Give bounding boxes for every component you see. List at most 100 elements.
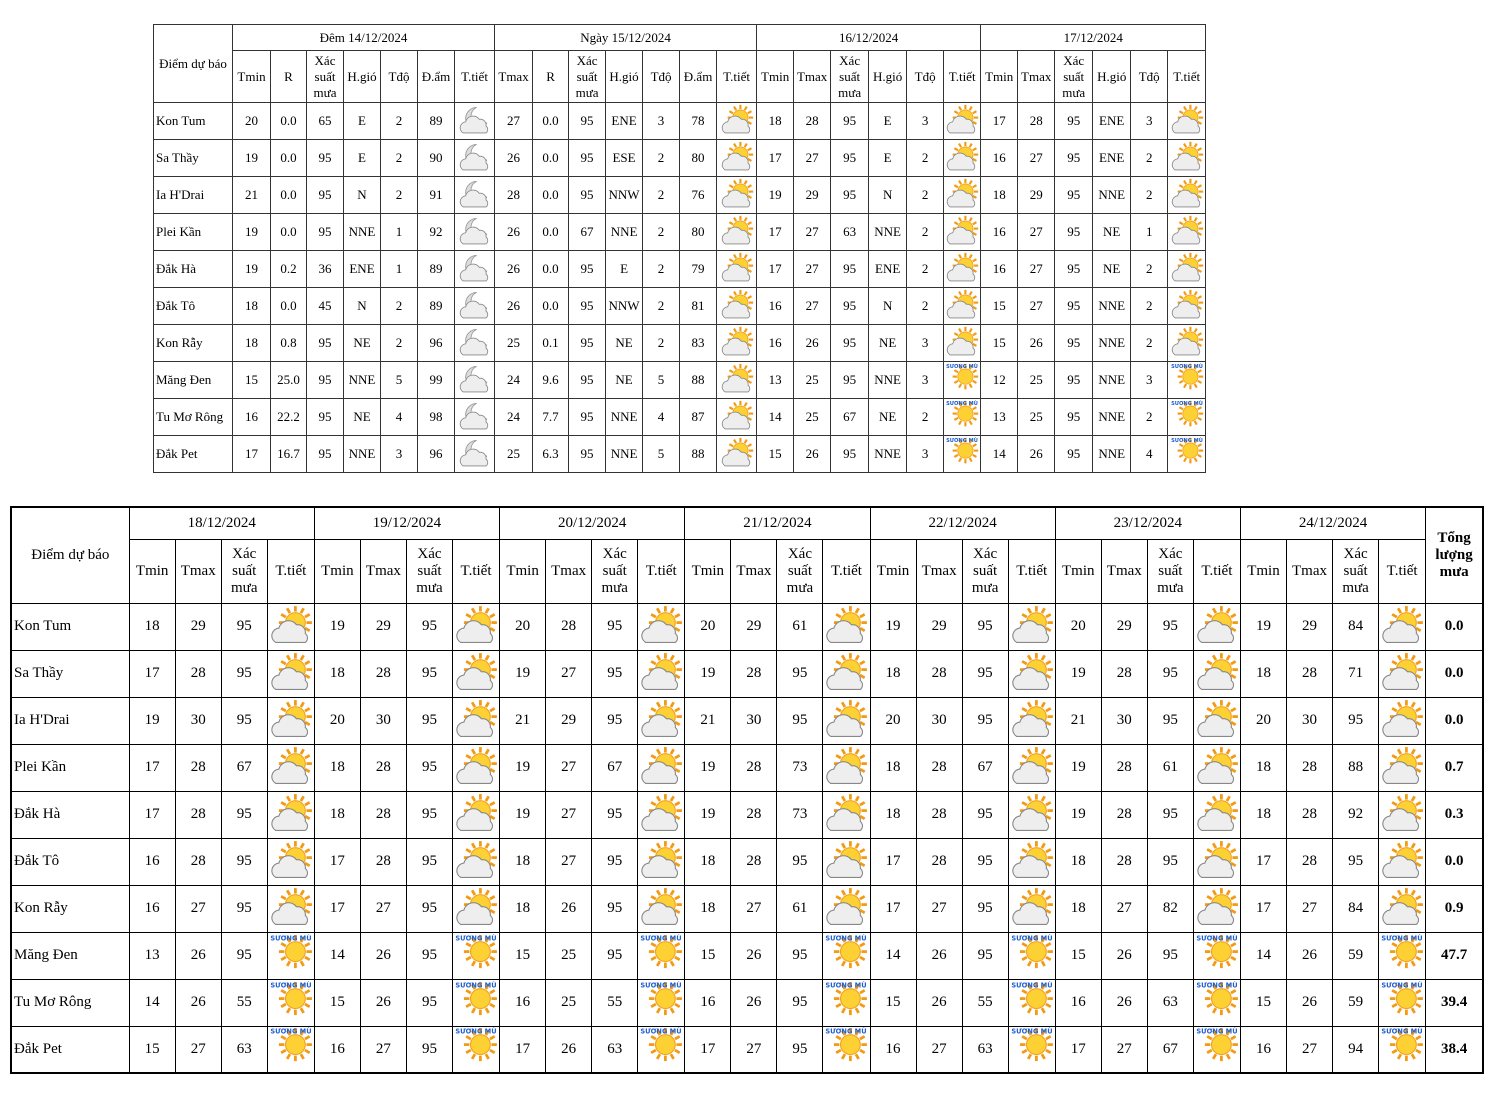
sun — [1390, 934, 1424, 968]
weather-cell — [716, 250, 758, 288]
cell: 25 — [494, 324, 534, 362]
weather-cell: SƯƠNG MÙ — [1192, 931, 1241, 980]
sun-ray — [1211, 701, 1217, 708]
cell: 27 — [545, 790, 593, 839]
cell: 59 — [1332, 931, 1380, 980]
cell: 26 — [494, 139, 534, 177]
sun-ray — [1040, 842, 1046, 849]
sun-ray — [650, 1049, 657, 1055]
sun-ray — [280, 612, 287, 618]
sun-ray — [1196, 342, 1202, 347]
sun — [1019, 1028, 1053, 1062]
weather-icon — [1011, 699, 1053, 737]
weather-icon — [459, 254, 488, 282]
cell: 84 — [1332, 884, 1380, 933]
weather-icon — [721, 437, 753, 467]
total-rain: 0.0 — [1425, 696, 1484, 745]
sun-ray — [732, 143, 737, 148]
cloud — [1382, 760, 1420, 784]
cell: 27 — [1017, 250, 1056, 288]
sun-ray — [968, 365, 973, 370]
sun-ray — [746, 416, 752, 421]
column-header: Tmin — [756, 50, 795, 103]
sun-ray — [470, 1006, 477, 1014]
data-row: Đắk Pet 17 16.7 95 NNE 3 96 25 6.3 95 NNE 5 88 15 26 95… — [153, 435, 1207, 473]
column-header: Tmax — [1100, 538, 1148, 604]
cell: 28 — [174, 837, 222, 886]
weather-cell: SƯƠNG MÙ — [266, 978, 315, 1027]
sun-ray — [674, 612, 681, 618]
cell: 26 — [730, 931, 778, 980]
sun-ray — [746, 231, 752, 236]
weather-cell — [822, 790, 871, 839]
weather-icon — [456, 887, 497, 925]
cell: 27 — [793, 213, 832, 251]
weather-icon — [456, 840, 497, 878]
cloud — [1382, 807, 1420, 831]
sun-ray — [650, 1002, 657, 1008]
weather-cell: SƯƠNG MÙ — [451, 1025, 501, 1074]
weather-cell — [822, 602, 871, 651]
sun-ray — [1193, 365, 1198, 370]
sun-ray — [465, 659, 472, 665]
fog-label: SƯƠNG MÙ — [455, 981, 496, 990]
weather-icon: SƯƠNG MÙ — [946, 437, 979, 464]
weather-cell — [943, 287, 982, 325]
sun-ray — [855, 701, 861, 708]
sun-ray — [1026, 748, 1032, 755]
sun-ray — [304, 1049, 311, 1055]
sun-disc — [1182, 405, 1199, 422]
fog-label: SƯƠNG MÙ — [270, 981, 311, 990]
sun-ray — [1410, 842, 1416, 849]
cell: 17 — [313, 884, 361, 933]
cell: 26 — [545, 884, 593, 933]
weather-icon — [946, 326, 979, 356]
weather-cell — [453, 176, 496, 214]
sun-ray — [972, 369, 978, 374]
date-header: 21/12/2024 — [684, 506, 871, 540]
sun-ray — [1193, 402, 1198, 407]
sun-ray — [1193, 383, 1198, 389]
weather-cell: SƯƠNG MÙ — [1007, 978, 1056, 1027]
sun-ray — [656, 1006, 662, 1014]
sun-ray — [1026, 1029, 1032, 1037]
sun-ray — [728, 221, 734, 226]
cloud — [456, 901, 494, 925]
weather-icon — [1382, 652, 1424, 690]
sun-ray — [674, 753, 681, 759]
sun-ray — [304, 894, 311, 900]
sun-ray — [1178, 184, 1184, 189]
cloud — [826, 901, 864, 925]
sun-ray — [958, 365, 963, 370]
sun-ray — [1178, 295, 1184, 300]
sun-ray — [859, 988, 866, 994]
sun-ray — [280, 1002, 287, 1008]
cell: NE — [343, 324, 381, 362]
sun-ray — [465, 988, 472, 994]
sun-disc — [284, 987, 306, 1009]
cell: ENE — [868, 250, 908, 288]
sun-ray — [299, 654, 305, 661]
sun-ray — [489, 612, 496, 618]
sun-ray — [1040, 959, 1046, 967]
sun-ray — [841, 654, 847, 661]
weather-cell — [453, 435, 496, 473]
weather-cell — [453, 250, 496, 288]
date-header: 18/12/2024 — [128, 506, 315, 540]
sun-ray — [1225, 889, 1231, 896]
cell: 95 — [591, 837, 639, 886]
sun-ray — [732, 402, 737, 407]
sun-ray — [746, 147, 752, 152]
cell: 78 — [679, 102, 718, 140]
sun-ray — [953, 416, 959, 421]
sun-ray — [304, 955, 311, 961]
cloud — [721, 263, 750, 282]
sun-ray — [972, 295, 978, 300]
cell: 2 — [642, 176, 681, 214]
cell: 16 — [128, 837, 176, 886]
cell: 28 — [915, 837, 963, 886]
sun-ray — [304, 673, 311, 679]
sun-ray — [1230, 800, 1237, 806]
cell: 17 — [1239, 884, 1288, 933]
cell: 65 — [306, 102, 344, 140]
